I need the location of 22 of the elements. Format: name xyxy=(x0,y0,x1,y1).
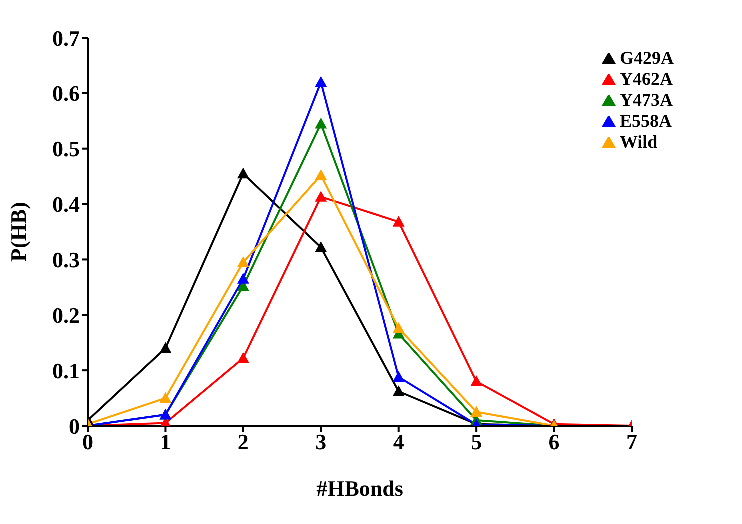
y-tick-label: 0 xyxy=(69,414,80,439)
x-tick-label: 2 xyxy=(238,430,249,455)
y-tick-label: 0.4 xyxy=(52,192,80,218)
x-tick-label: 4 xyxy=(393,430,404,455)
x-tick-label: 6 xyxy=(548,430,560,455)
legend-label: E558A xyxy=(620,111,672,131)
x-tick-label: 3 xyxy=(316,430,327,455)
y-tick-label: 0.7 xyxy=(52,26,80,51)
legend-label: Y473A xyxy=(620,90,673,110)
y-tick-label: 0.1 xyxy=(52,358,80,384)
legend-label: Wild xyxy=(620,132,658,152)
x-axis-title: #HBonds xyxy=(316,476,404,501)
x-tick-label: 7 xyxy=(626,430,638,455)
y-tick-label: 0.3 xyxy=(52,248,80,273)
legend-label: Y462A xyxy=(620,69,673,89)
x-tick-label: 1 xyxy=(160,430,172,455)
y-tick-label: 0.2 xyxy=(52,302,80,328)
legend-label: G429A xyxy=(620,48,674,68)
x-tick-label: 5 xyxy=(471,430,482,455)
y-tick-label: 0.6 xyxy=(52,81,80,106)
y-tick-label: 0.5 xyxy=(52,136,80,162)
y-axis-title: P(HB) xyxy=(6,202,31,262)
